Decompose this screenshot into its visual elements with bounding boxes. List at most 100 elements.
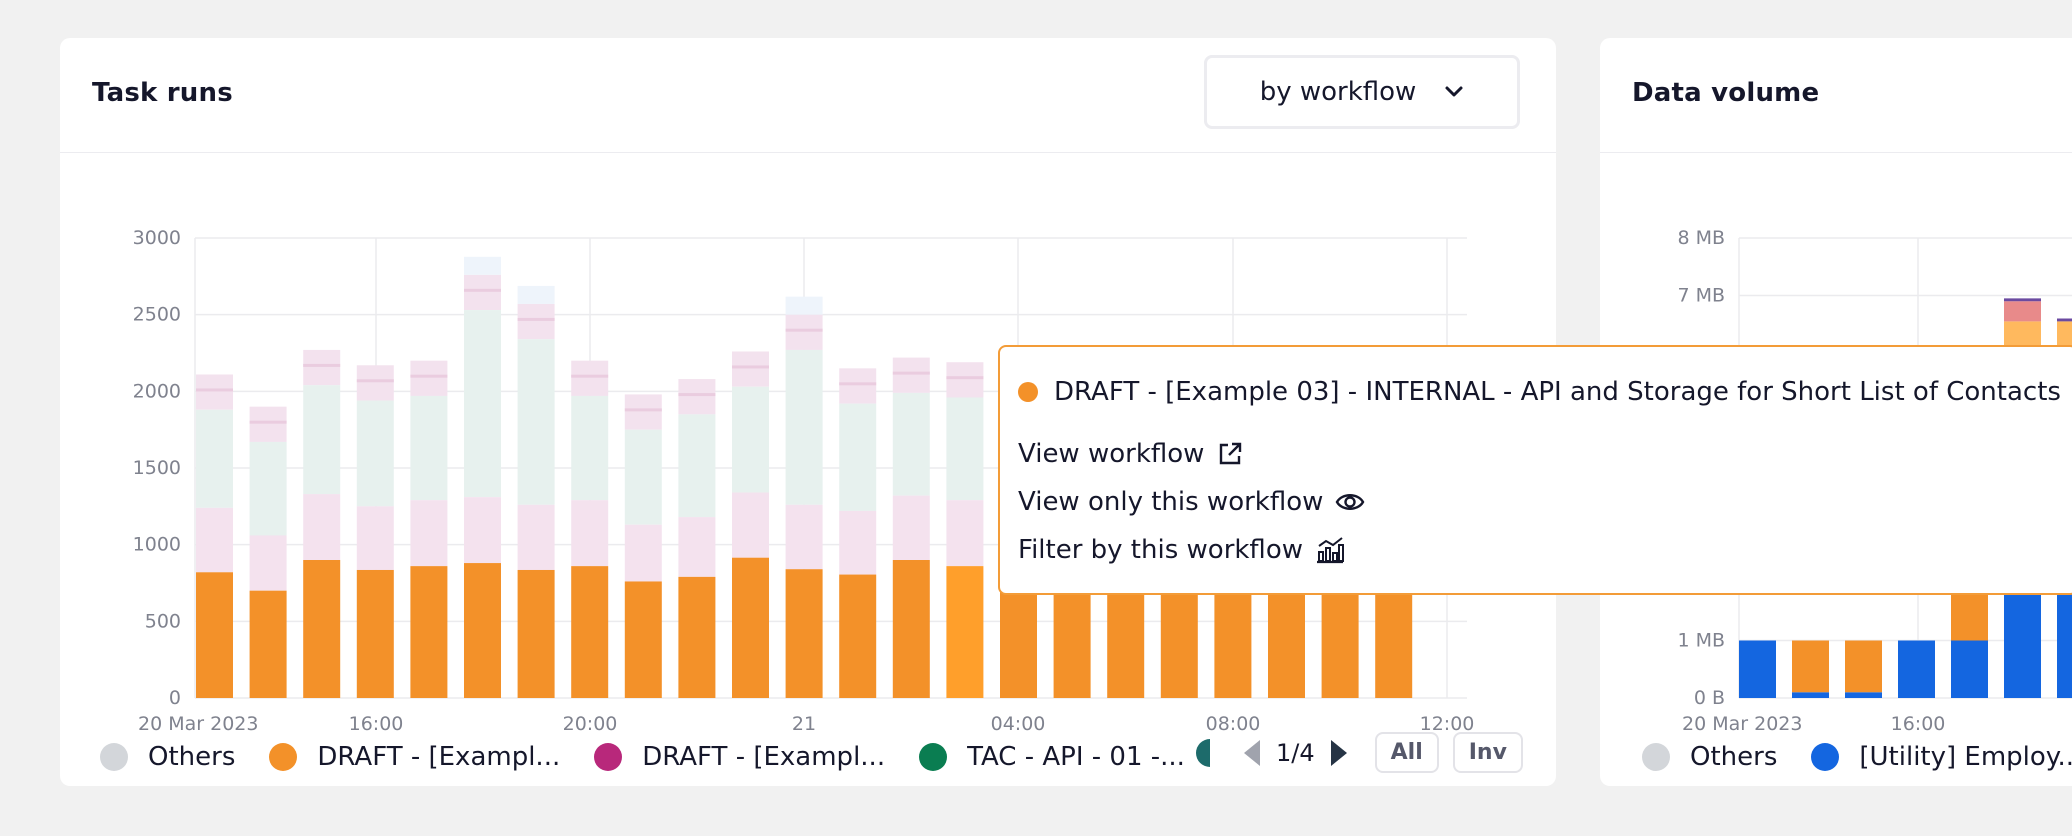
bar-segment-accent — [785, 328, 823, 332]
bar-segment-teal — [785, 349, 823, 505]
bar-segment-accent — [356, 379, 394, 383]
task-runs-header: Task runs by workflow — [60, 38, 1556, 153]
bar-segment-pink — [624, 524, 662, 582]
bar-segment-teal — [892, 392, 930, 496]
legend-all-button[interactable]: All — [1374, 732, 1439, 773]
bar-segment-teal — [678, 414, 716, 518]
legend-partial-dot — [1196, 738, 1210, 767]
workflow-color-dot — [1018, 382, 1038, 402]
bar-segment-accent — [196, 388, 233, 392]
bar-segment-accent — [303, 363, 341, 367]
legend-color-dot — [594, 743, 623, 771]
bar-segment — [1951, 640, 1988, 698]
legend-label: DRAFT - [Exampl... — [317, 742, 561, 772]
workflow-popover: DRAFT - [Example 03] - INTERNAL - API an… — [998, 345, 2072, 595]
legend-item[interactable]: TAC - API - 01 -... — [919, 742, 1185, 772]
filter-label: Filter by this workflow — [1018, 535, 1303, 565]
bar-segment-teal — [249, 441, 287, 536]
y-tick-label: 1 MB — [1677, 630, 1725, 652]
bar-segment-upper — [196, 374, 233, 410]
bar-segment — [1845, 640, 1882, 693]
bar-segment-pink — [785, 504, 823, 570]
x-tick-label: 04:00 — [991, 713, 1046, 735]
y-tick-label: 500 — [145, 610, 181, 632]
filter-workflow-link[interactable]: Filter by this workflow — [1018, 535, 1345, 565]
legend-item[interactable]: Others — [1642, 742, 1777, 772]
popover-title: DRAFT - [Example 03] - INTERNAL - API an… — [1018, 377, 2061, 407]
legend-inverse-button[interactable]: Inv — [1452, 732, 1523, 773]
bar-segment-accent — [946, 376, 984, 380]
bar-segment-accent — [839, 382, 877, 386]
group-by-select[interactable]: by workflow — [1204, 55, 1520, 129]
bar-draft — [839, 574, 877, 698]
legend-pager: 1/4 All Inv — [1196, 732, 1523, 773]
bar-draft — [732, 557, 769, 698]
x-tick-label: 20 Mar 2023 — [138, 713, 258, 735]
bar-draft — [785, 569, 823, 698]
x-tick-label: 08:00 — [1206, 713, 1261, 735]
legend-item[interactable]: Others — [100, 742, 235, 772]
external-link-icon — [1220, 442, 1242, 465]
prev-page-icon[interactable] — [1240, 738, 1262, 768]
bar-segment-accent — [678, 393, 716, 397]
x-tick-label: 16:00 — [1891, 713, 1946, 735]
bar-segment-pink — [410, 500, 448, 567]
bar-draft — [196, 572, 233, 698]
bar-segment — [1845, 692, 1882, 698]
bar-segment-pink — [464, 497, 501, 564]
bar-segment-upper — [303, 349, 341, 386]
view-only-workflow-link[interactable]: View only this workflow — [1018, 487, 1365, 517]
legend-item[interactable]: [Utility] Employ... — [1811, 742, 2072, 772]
view-workflow-link[interactable]: View workflow — [1018, 439, 1244, 469]
bar-segment-accent — [410, 374, 448, 378]
bar-segment-pink — [517, 504, 555, 570]
bar-draft — [410, 566, 448, 698]
bar-segment-teal — [464, 310, 501, 498]
bar-draft — [249, 590, 287, 698]
data-volume-legend: Others [Utility] Employ... — [1642, 732, 2072, 782]
y-tick-label: 3000 — [133, 227, 181, 249]
bar-segment-accent — [624, 408, 662, 412]
bar-segment — [1739, 640, 1776, 698]
bar-segment-upper — [571, 360, 609, 396]
legend-label: DRAFT - [Exampl... — [642, 742, 886, 772]
bar-segment-pink — [946, 500, 984, 567]
y-tick-label: 2000 — [133, 380, 181, 402]
legend-color-dot — [100, 743, 128, 771]
eye-icon — [1336, 494, 1365, 510]
bar-draft — [356, 569, 394, 698]
legend-item[interactable]: DRAFT - [Exampl... — [269, 742, 560, 772]
bar-segment-teal — [624, 429, 662, 525]
bar-segment — [1792, 692, 1829, 698]
bar-segment-upper — [946, 362, 984, 398]
x-tick-label: 20 Mar 2023 — [1682, 713, 1802, 735]
bar-segment-pink — [356, 506, 394, 570]
bar-segment-upper — [356, 365, 394, 401]
view-workflow-label: View workflow — [1018, 439, 1205, 469]
x-tick-label: 12:00 — [1420, 713, 1475, 735]
chevron-down-icon — [1445, 86, 1463, 97]
next-page-icon[interactable] — [1329, 738, 1351, 768]
bar-segment-teal — [303, 385, 341, 495]
x-tick-label: 20:00 — [563, 713, 618, 735]
bar-segment-teal — [356, 400, 394, 507]
legend-color-dot — [1642, 743, 1670, 771]
bar-segment-accent — [464, 288, 501, 292]
y-tick-label: 1000 — [133, 534, 181, 556]
legend-item[interactable]: DRAFT - [Exampl... — [594, 742, 885, 772]
legend-color-dot — [269, 743, 298, 771]
y-tick-label: 0 B — [1694, 687, 1725, 709]
bar-segment-teal — [410, 395, 448, 501]
bar-segment — [2057, 318, 2072, 322]
data-volume-title: Data volume — [1632, 78, 1820, 108]
legend-label: Others — [148, 742, 236, 772]
bar-segment-tip — [517, 285, 555, 304]
bar-segment-accent — [892, 371, 930, 375]
bar-draft — [464, 563, 501, 698]
bar-segment-teal — [196, 409, 233, 508]
bar-segment-accent — [517, 317, 555, 321]
legend-color-dot — [919, 743, 948, 771]
bar-segment-upper — [785, 314, 823, 350]
bar-segment-pink — [892, 495, 930, 560]
bar-segment-upper — [839, 368, 877, 404]
